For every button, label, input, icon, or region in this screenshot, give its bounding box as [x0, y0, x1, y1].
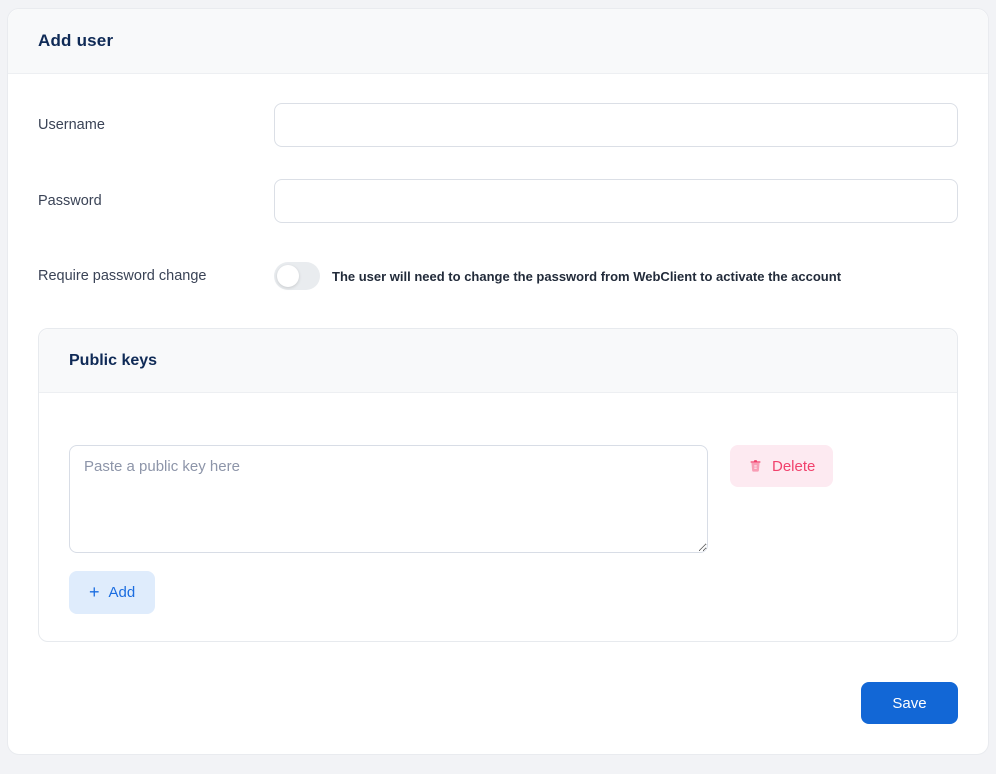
password-row: Password — [38, 179, 958, 223]
require-password-change-row: Require password change The user will ne… — [38, 262, 958, 290]
footer-actions: Save — [38, 682, 958, 724]
public-key-textarea[interactable] — [69, 445, 708, 553]
public-keys-card: Public keys Delete — [38, 328, 958, 642]
add-button-label: Add — [108, 584, 136, 601]
username-row: Username — [38, 103, 958, 147]
add-user-card: Add user Username Password Require passw… — [7, 8, 989, 755]
password-field[interactable] — [274, 179, 958, 223]
toggle-knob-icon — [277, 265, 299, 287]
delete-key-button[interactable]: Delete — [730, 445, 834, 487]
card-header: Add user — [8, 9, 988, 74]
public-key-row: Delete — [69, 445, 927, 553]
plus-icon: + — [89, 581, 100, 602]
require-password-change-label: Require password change — [38, 268, 207, 284]
public-keys-header: Public keys — [39, 329, 957, 393]
username-field[interactable] — [274, 103, 958, 147]
trash-icon — [748, 458, 763, 474]
add-key-button[interactable]: + Add — [69, 571, 156, 614]
username-label: Username — [38, 117, 105, 133]
save-button[interactable]: Save — [861, 682, 958, 724]
delete-button-label: Delete — [772, 457, 816, 475]
public-keys-body: Delete + Add — [39, 393, 957, 641]
card-body: Username Password Require password chang… — [8, 74, 988, 749]
require-password-change-toggle[interactable] — [274, 262, 320, 290]
toggle-description: The user will need to change the passwor… — [332, 268, 842, 284]
password-label: Password — [38, 193, 102, 209]
page-title: Add user — [38, 31, 114, 50]
public-keys-title: Public keys — [69, 351, 158, 369]
